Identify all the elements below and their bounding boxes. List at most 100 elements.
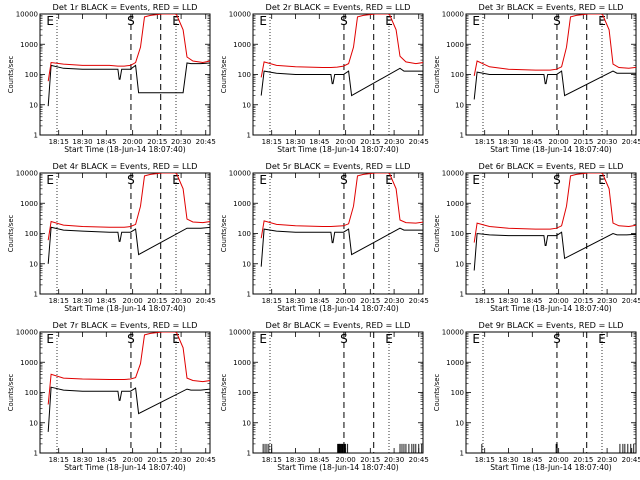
marker-s: S — [127, 173, 135, 187]
x-tick-label: 20:15 — [573, 456, 593, 464]
marker-s: S — [340, 173, 348, 187]
plot-frame — [465, 172, 637, 295]
y-tick-label: 1 — [247, 450, 251, 458]
y-tick-label: 1000 — [20, 41, 38, 49]
marker-e: E — [472, 14, 480, 28]
series-events-line — [473, 231, 636, 271]
x-tick-label: 20:45 — [622, 138, 640, 146]
marker-s: S — [553, 173, 561, 187]
marker-e: E — [172, 332, 180, 346]
y-tick-label: 1 — [460, 450, 464, 458]
x-axis-label: Start Time (18-Jun-14 18:07:40) — [64, 145, 186, 154]
x-axis-label: Start Time (18-Jun-14 18:07:40) — [277, 145, 399, 154]
plot-frame — [252, 331, 424, 454]
y-tick-label: 1000 — [233, 359, 251, 367]
marker-s: S — [127, 332, 135, 346]
y-tick-label: 1 — [460, 291, 464, 299]
panel-title: Det 1r BLACK = Events, RED = LLD — [53, 2, 198, 12]
marker-e: E — [46, 14, 54, 28]
plot-frame — [252, 172, 424, 295]
y-tick-label: 10 — [29, 101, 38, 109]
panel-title: Det 6r BLACK = Events, RED = LLD — [479, 161, 624, 171]
y-tick-label: 10 — [242, 101, 251, 109]
x-tick-label: 20:45 — [622, 456, 640, 464]
y-tick-label: 10 — [242, 419, 251, 427]
y-tick-label: 100 — [238, 230, 251, 238]
y-tick-label: 100 — [238, 71, 251, 79]
x-tick-label: 20:30 — [171, 297, 191, 305]
x-tick-label: 20:45 — [409, 138, 429, 146]
marker-s: S — [340, 332, 348, 346]
x-tick-label: 20:00 — [336, 138, 356, 146]
x-tick-label: 18:45 — [309, 297, 329, 305]
y-axis-label: Counts/sec — [433, 215, 441, 253]
x-tick-label: 20:15 — [147, 456, 167, 464]
x-tick-label: 20:30 — [597, 138, 617, 146]
x-tick-label: 18:45 — [96, 456, 116, 464]
x-tick-label: 18:45 — [309, 456, 329, 464]
y-tick-label: 10000 — [16, 329, 38, 337]
x-tick-label: 18:15 — [262, 297, 282, 305]
y-axis-label: Counts/sec — [220, 374, 228, 412]
x-tick-label: 18:45 — [522, 297, 542, 305]
x-tick-label: 20:00 — [549, 297, 569, 305]
x-axis-label: Start Time (18-Jun-14 18:07:40) — [490, 145, 612, 154]
x-tick-label: 18:30 — [285, 297, 305, 305]
panel-title: Det 9r BLACK = Events, RED = LLD — [479, 320, 624, 330]
series-events-line — [47, 386, 210, 432]
x-axis-label: Start Time (18-Jun-14 18:07:40) — [64, 304, 186, 313]
y-tick-label: 1 — [460, 132, 464, 140]
y-axis-label: Counts/sec — [7, 215, 15, 253]
series-lld-line — [473, 173, 636, 243]
x-axis-label: Start Time (18-Jun-14 18:07:40) — [490, 463, 612, 472]
y-tick-label: 1000 — [20, 359, 38, 367]
x-tick-label: 20:45 — [409, 456, 429, 464]
x-tick-label: 20:15 — [573, 138, 593, 146]
marker-e: E — [172, 14, 180, 28]
marker-e: E — [598, 14, 606, 28]
panel-det-7: Det 7r BLACK = Events, RED = LLD 1 10 100 10… — [7, 320, 216, 472]
x-tick-label: 18:30 — [72, 138, 92, 146]
x-tick-label: 18:45 — [96, 138, 116, 146]
x-tick-label: 18:15 — [49, 456, 69, 464]
x-tick-label: 18:30 — [285, 456, 305, 464]
x-tick-label: 18:30 — [498, 138, 518, 146]
x-tick-label: 18:30 — [72, 456, 92, 464]
y-tick-label: 10000 — [442, 11, 464, 19]
x-axis-label: Start Time (18-Jun-14 18:07:40) — [277, 304, 399, 313]
x-tick-label: 18:30 — [285, 138, 305, 146]
panel-det-5: Det 5r BLACK = Events, RED = LLD 1 10 100 10… — [220, 161, 429, 313]
x-tick-label: 20:00 — [549, 456, 569, 464]
x-tick-label: 18:45 — [522, 456, 542, 464]
panel-title: Det 2r BLACK = Events, RED = LLD — [266, 2, 411, 12]
y-tick-label: 10000 — [442, 170, 464, 178]
marker-e: E — [598, 332, 606, 346]
marker-s: S — [340, 14, 348, 28]
y-axis-label: Counts/sec — [220, 215, 228, 253]
y-axis-label: Counts/sec — [7, 374, 15, 412]
x-tick-label: 20:00 — [336, 297, 356, 305]
x-tick-label: 18:30 — [498, 297, 518, 305]
x-tick-label: 20:15 — [360, 456, 380, 464]
y-axis-label: Counts/sec — [220, 56, 228, 94]
y-tick-label: 1 — [34, 132, 38, 140]
panel-det-4: Det 4r BLACK = Events, RED = LLD 1 10 100 10… — [7, 161, 216, 313]
y-tick-label: 1000 — [446, 41, 464, 49]
x-tick-label: 18:15 — [262, 138, 282, 146]
marker-s: S — [553, 332, 561, 346]
marker-e: E — [259, 14, 267, 28]
x-tick-label: 20:15 — [360, 138, 380, 146]
y-tick-label: 10 — [455, 260, 464, 268]
y-tick-label: 1000 — [20, 200, 38, 208]
x-tick-label: 20:30 — [384, 456, 404, 464]
panel-det-1: Det 1r BLACK = Events, RED = LLD 1 10 100 10… — [7, 2, 216, 154]
x-tick-label: 20:30 — [597, 456, 617, 464]
y-tick-label: 1000 — [446, 359, 464, 367]
plot-frame — [465, 331, 637, 454]
x-tick-label: 20:00 — [336, 456, 356, 464]
y-tick-label: 100 — [25, 230, 38, 238]
y-tick-label: 1000 — [446, 200, 464, 208]
y-tick-label: 100 — [238, 389, 251, 397]
y-tick-label: 10 — [29, 419, 38, 427]
